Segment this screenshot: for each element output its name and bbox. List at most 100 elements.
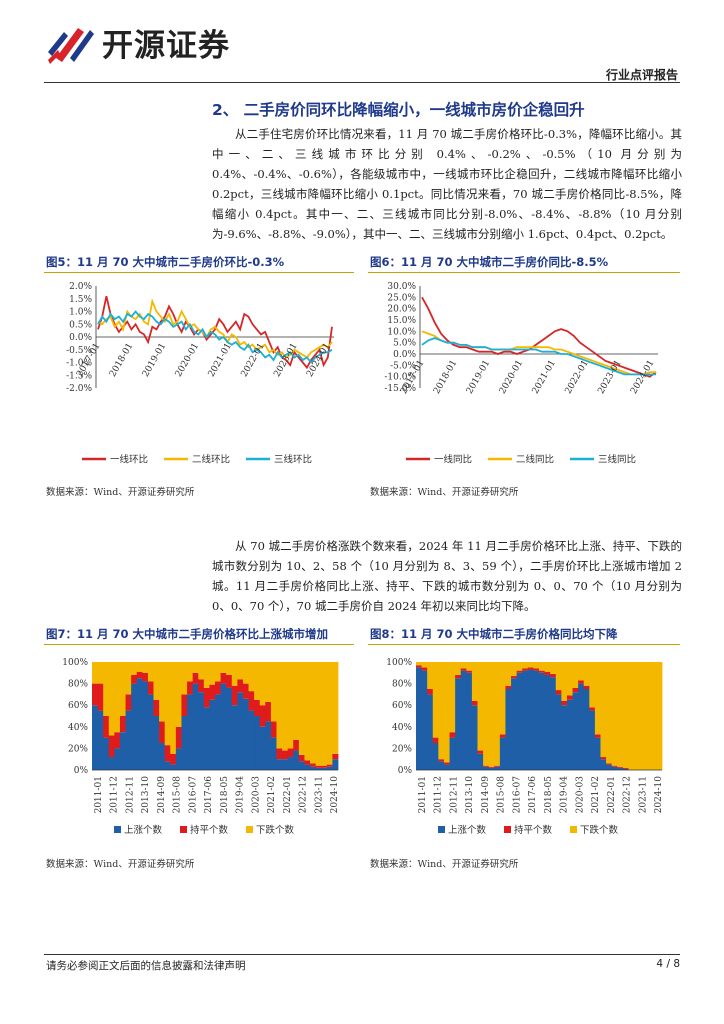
stack-segment xyxy=(220,662,227,673)
fig5-chart: 2.0% 1.5% 1.0% 0.5% 0.0% -0.5% -1.0% -1.5% -2.0%… xyxy=(66,282,334,466)
stack-segment xyxy=(231,685,238,706)
legend-label: 一线环比 xyxy=(110,454,148,466)
stack-segment xyxy=(622,768,629,770)
stack-segment xyxy=(231,705,238,770)
stack-segment xyxy=(226,674,233,688)
stack-segment xyxy=(466,672,473,770)
stack-segment xyxy=(270,662,277,722)
stack-segment xyxy=(455,662,462,675)
y-tick-label: -10.0% xyxy=(384,373,416,383)
x-tick-label: 2021-02 xyxy=(591,776,601,813)
fig5-title: 图5：11 月 70 大中城市二手房价环比-0.3% xyxy=(46,255,285,269)
y-tick-label: 0.0% xyxy=(393,350,416,360)
stack-segment xyxy=(293,739,300,751)
stack-segment xyxy=(600,757,607,760)
stack-segment xyxy=(326,764,333,767)
x-tick-label: 2019-01 xyxy=(141,342,168,379)
stack-segment xyxy=(488,767,495,770)
legend-label: 持平个数 xyxy=(514,824,553,836)
stack-segment xyxy=(606,764,613,770)
stack-segment xyxy=(181,694,188,716)
stack-segment xyxy=(287,662,294,749)
stack-segment xyxy=(242,662,249,684)
stack-segment xyxy=(242,698,249,770)
stack-segment xyxy=(220,683,227,770)
fig8-title: 图8：11 月 70 大中城市二手房价格同比均下降 xyxy=(370,627,618,641)
fig6-source: 数据来源：Wind、开源证券研究所 xyxy=(370,487,519,498)
stack-segment xyxy=(494,766,501,770)
stack-segment xyxy=(617,766,624,768)
stack-segment xyxy=(92,662,98,684)
stack-segment xyxy=(315,767,322,770)
section-title: 2、 二手房价同环比降幅缩小，一线城市房价企稳回升 xyxy=(212,101,585,119)
stack-segment xyxy=(215,694,221,770)
stack-segment xyxy=(566,662,573,696)
y-tick-label: -5.0% xyxy=(390,361,416,371)
stack-segment xyxy=(645,662,652,770)
stack-segment xyxy=(265,701,272,722)
stack-segment xyxy=(131,674,138,684)
stack-segment xyxy=(315,765,322,768)
x-tick-label: 2011-01 xyxy=(94,776,104,813)
header-divider xyxy=(44,82,680,83)
stack-segment xyxy=(242,683,249,699)
report-type: 行业点评报告 xyxy=(605,68,678,82)
stack-segment xyxy=(544,662,551,672)
x-tick-label: 2019-04 xyxy=(560,776,570,814)
stack-segment xyxy=(226,687,233,770)
stack-segment xyxy=(209,662,216,685)
stack-segment xyxy=(617,767,624,770)
stack-segment xyxy=(527,667,534,670)
stack-segment xyxy=(460,668,467,671)
stack-segment xyxy=(254,662,261,700)
paragraph-1-text: 从二手住宅房价环比情况来看，11 月 70 城二手房价格环比-0.3%，降幅环比… xyxy=(212,127,682,241)
stack-segment xyxy=(522,662,529,669)
legend-label: 一线同比 xyxy=(434,454,472,466)
stack-segment xyxy=(460,670,467,770)
stack-segment xyxy=(231,662,238,686)
stack-segment xyxy=(516,670,523,673)
stack-segment xyxy=(310,766,317,770)
stack-segment xyxy=(103,716,110,738)
stack-segment xyxy=(550,673,557,678)
x-tick-label: 2020-01 xyxy=(498,359,525,396)
stack-segment xyxy=(617,662,624,767)
stack-segment xyxy=(136,671,143,679)
stack-segment xyxy=(600,759,607,770)
stack-segment xyxy=(187,694,194,770)
y-tick-label: 0.5% xyxy=(69,320,92,330)
stack-segment xyxy=(471,700,478,706)
stack-segment xyxy=(561,662,568,701)
stack-segment xyxy=(583,689,590,770)
stack-segment xyxy=(321,765,328,768)
stack-segment xyxy=(103,737,110,770)
x-tick-label: 2013-10 xyxy=(141,776,151,814)
stack-segment xyxy=(142,681,149,770)
fig8-rule xyxy=(368,644,680,645)
x-tick-label: 2021-01 xyxy=(207,342,234,379)
stack-segment xyxy=(237,692,244,770)
stack-segment xyxy=(159,721,166,743)
stack-segment xyxy=(416,667,422,770)
y-tick-label: 0% xyxy=(398,766,413,776)
stack-segment xyxy=(248,662,255,692)
series-line xyxy=(97,298,333,359)
stack-segment xyxy=(270,737,277,770)
x-tick-label: 2019-01 xyxy=(465,359,492,396)
page-number: 4 / 8 xyxy=(656,958,680,970)
stack-segment xyxy=(516,662,523,671)
stack-segment xyxy=(583,662,590,686)
stack-segment xyxy=(505,685,512,689)
stack-segment xyxy=(170,662,177,754)
series-line xyxy=(421,337,656,376)
stack-segment xyxy=(181,716,188,770)
stack-segment xyxy=(209,684,216,700)
stack-segment xyxy=(265,721,272,770)
stack-segment xyxy=(544,671,551,675)
x-tick-label: 2022-12 xyxy=(623,776,633,813)
stack-segment xyxy=(594,734,601,738)
y-tick-label: 80% xyxy=(392,680,412,690)
stack-segment xyxy=(142,662,149,673)
stack-segment xyxy=(164,662,171,746)
y-tick-label: 10.0% xyxy=(387,327,416,337)
